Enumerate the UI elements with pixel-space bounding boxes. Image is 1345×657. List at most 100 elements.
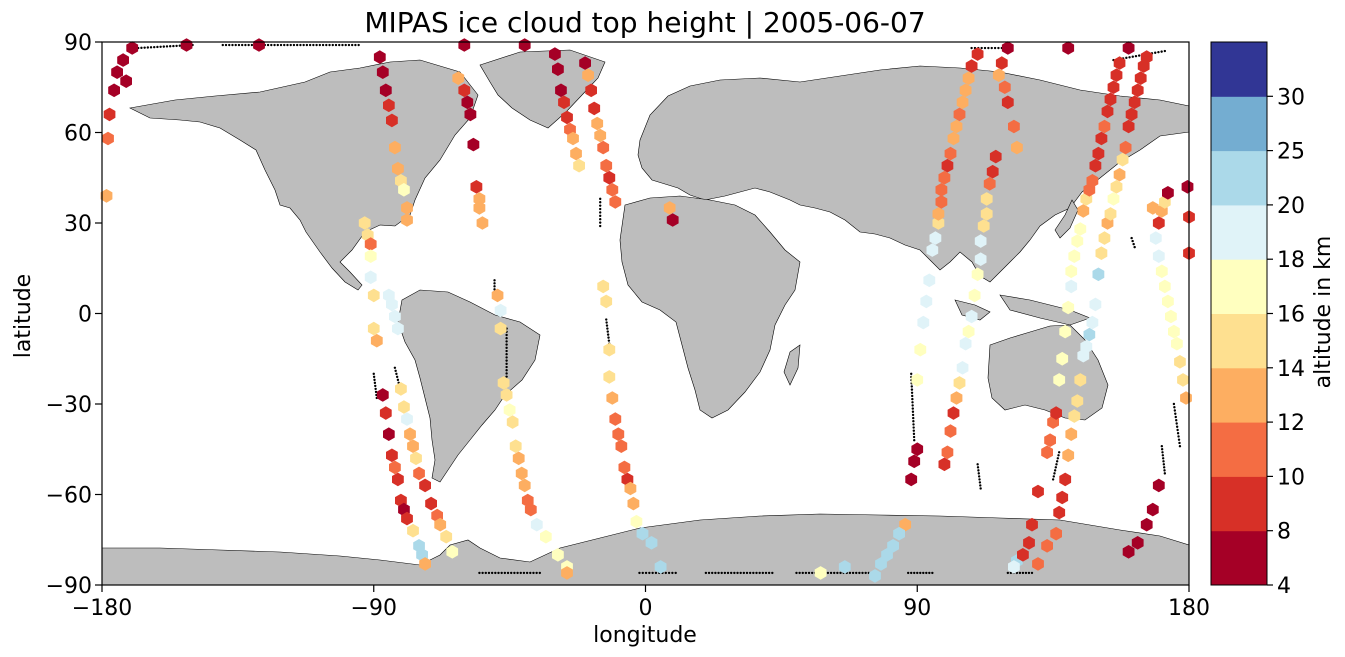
y-tick-label: 60 (64, 122, 92, 147)
cloud-point (603, 370, 616, 384)
cloud-point (1001, 41, 1014, 55)
colorbar-tick-label: 25 (1277, 140, 1305, 165)
no-cloud-dot (146, 46, 150, 49)
no-cloud-dot (328, 43, 331, 47)
no-cloud-dot (767, 571, 771, 575)
no-cloud-dot (1053, 469, 1057, 472)
cloud-point (1128, 95, 1141, 110)
no-cloud-dot (299, 43, 302, 47)
cloud-point (1071, 234, 1084, 248)
cloud-point (887, 539, 899, 553)
madagascar-landmass (783, 344, 801, 386)
cloud-point (965, 309, 978, 324)
cloud-point (1095, 131, 1108, 146)
no-cloud-dot (993, 46, 997, 50)
no-cloud-dot (801, 571, 804, 575)
no-cloud-dot (354, 43, 357, 47)
no-cloud-dot (910, 571, 913, 575)
cloud-point (947, 406, 960, 420)
cloud-point (1008, 560, 1020, 574)
cloud-point (1095, 246, 1108, 260)
no-cloud-dot (605, 318, 608, 321)
no-cloud-dot (312, 43, 315, 47)
cloud-point (1011, 140, 1023, 155)
cloud-point (1065, 264, 1078, 279)
cloud-point (398, 400, 410, 414)
cloud-point (1001, 95, 1014, 110)
colorbar-tick-label: 8 (1277, 520, 1291, 545)
no-cloud-dot (1006, 571, 1010, 575)
no-cloud-dot (911, 410, 915, 413)
cloud-point (992, 68, 1005, 82)
no-cloud-dot (848, 571, 852, 575)
no-cloud-dot (318, 43, 322, 47)
no-cloud-dot (286, 43, 289, 47)
chart-title: MIPAS ice cloud top height | 2005-06-07 (364, 6, 925, 39)
cloud-point (627, 496, 640, 511)
no-cloud-dot (505, 356, 508, 359)
no-cloud-dot (755, 571, 758, 575)
cloud-point (971, 267, 984, 282)
cloud-point (893, 526, 905, 541)
cloud-point (1159, 279, 1171, 294)
cloud-point (552, 62, 564, 76)
cloud-point (911, 373, 924, 387)
colorbar-tick-label: 30 (1277, 85, 1305, 110)
no-cloud-dot (289, 43, 292, 47)
no-cloud-dot (240, 43, 244, 47)
no-cloud-dot (729, 571, 733, 575)
no-cloud-dot (919, 571, 922, 575)
cloud-point (419, 557, 431, 571)
cloud-point (1062, 300, 1075, 315)
no-cloud-dot (394, 369, 397, 373)
no-cloud-dot (912, 426, 915, 429)
no-cloud-dot (644, 571, 648, 575)
cloud-point (367, 288, 380, 303)
cloud-point (413, 466, 425, 481)
no-cloud-dot (344, 43, 347, 47)
cloud-point (630, 514, 643, 529)
no-cloud-dot (758, 571, 761, 575)
cloud-point (986, 164, 999, 179)
no-cloud-dot (1173, 406, 1176, 409)
cloud-point (108, 83, 120, 98)
no-cloud-dot (599, 204, 602, 207)
no-cloud-dot (1009, 571, 1013, 575)
cloud-point (446, 545, 459, 559)
no-cloud-dot (505, 362, 508, 366)
no-cloud-dot (671, 571, 674, 575)
cloud-point (558, 95, 570, 110)
cloud-point (1152, 216, 1165, 230)
cloud-point (440, 529, 453, 544)
cloud-point (666, 213, 679, 227)
no-cloud-dot (506, 571, 510, 575)
colorbar-bin (1211, 313, 1267, 369)
no-cloud-dot (829, 571, 833, 575)
no-cloud-dot (279, 43, 283, 47)
no-cloud-dot (861, 571, 864, 575)
cloud-point (609, 412, 622, 426)
no-cloud-dot (664, 571, 668, 575)
cloud-point (358, 216, 371, 230)
cloud-point (989, 149, 1002, 164)
no-cloud-dot (1178, 445, 1182, 448)
no-cloud-dot (912, 420, 915, 423)
no-cloud-dot (347, 43, 351, 47)
colorbar-tick-label: 20 (1277, 194, 1305, 219)
x-tick-label: 0 (639, 596, 653, 621)
cloud-point (419, 478, 431, 493)
y-tick-label: 30 (64, 212, 92, 237)
no-cloud-dot (516, 571, 519, 575)
cloud-point (512, 451, 525, 466)
no-cloud-dot (513, 571, 516, 575)
no-cloud-dot (315, 43, 318, 47)
cloud-point (950, 391, 963, 405)
no-cloud-dot (911, 397, 914, 401)
cloud-point (1080, 339, 1093, 354)
cloud-point (579, 56, 591, 70)
cloud-point (376, 65, 389, 79)
no-cloud-dot (505, 336, 508, 340)
cloud-point (1181, 180, 1194, 194)
no-cloud-dot (720, 571, 723, 575)
cloud-point (494, 303, 507, 318)
